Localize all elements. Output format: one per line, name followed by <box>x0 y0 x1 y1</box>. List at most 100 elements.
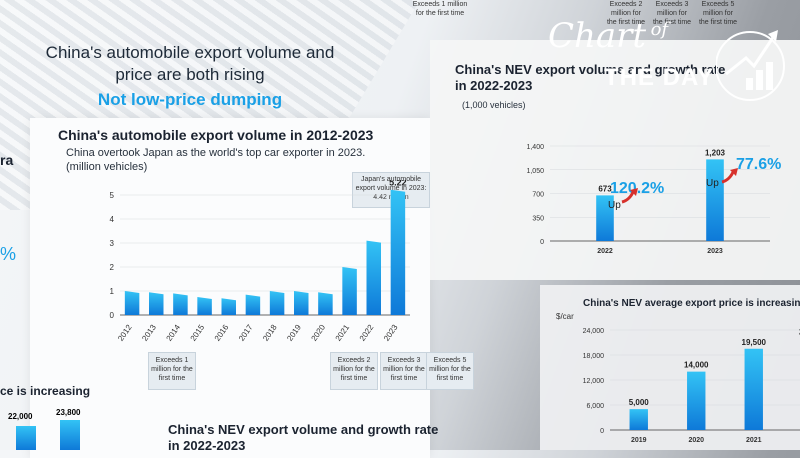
note-2m: Exceeds 2 million for the first time <box>330 352 378 390</box>
note-3m: Exceeds 3 million for the first time <box>380 352 428 390</box>
y-tick-label: 1,400 <box>526 144 544 151</box>
bottom-left-value-1: 22,000 <box>8 412 33 421</box>
up-arrow-icon <box>621 188 638 204</box>
x-tick-label: 2021 <box>746 437 762 444</box>
note-1m-text: Exceeds 1 million for the first time <box>151 357 193 382</box>
logo-word-the-day: THE DAY <box>604 64 715 91</box>
left-chart-unit: (million vehicles) <box>66 161 148 173</box>
bar <box>245 294 261 315</box>
right-mid-note-3: Exceeds 5 million for the first time <box>698 1 738 26</box>
x-tick-label: 2016 <box>213 323 231 343</box>
right-mid-note-1: Exceeds 2 million for the first time <box>606 1 646 26</box>
y-tick-label: 0 <box>600 428 604 435</box>
right-bottom-title: China's NEV average export price is incr… <box>583 298 800 309</box>
note-1m: Exceeds 1 million for the first time <box>148 352 196 390</box>
headline-line2: price are both rising <box>115 65 265 84</box>
x-tick-label: 2023 <box>382 323 400 343</box>
y-tick-label: 700 <box>532 192 544 199</box>
note-2m-text: Exceeds 2 million for the first time <box>333 357 375 382</box>
y-tick-label: 1,050 <box>526 168 544 175</box>
bar <box>221 298 236 315</box>
y-tick-label: 2 <box>110 263 115 272</box>
chart-of-the-day-logo: Chart of <box>548 16 668 56</box>
right-mid-note-2: Exceeds 3 million for the first time <box>652 1 692 26</box>
y-tick-label: 24,000 <box>583 328 605 335</box>
x-tick-label: 2022 <box>597 248 613 255</box>
y-tick-label: 0 <box>110 311 115 320</box>
note-5m: Exceeds 5 million for the first time <box>426 352 474 390</box>
x-tick-label: 2020 <box>688 437 704 444</box>
x-tick-label: 2021 <box>334 323 352 343</box>
logo-word-chart: Chart <box>548 16 647 56</box>
fragment-pct: % <box>0 244 17 264</box>
left-chart-subtitle: China overtook Japan as the world's top … <box>66 147 366 159</box>
nev-price-chart: 0 6,000 12,000 18,000 24,000 2019 5,000 2020 14,… <box>583 327 800 444</box>
bar <box>173 293 188 315</box>
bar <box>342 267 357 315</box>
x-tick-label: 2014 <box>164 323 182 343</box>
rising-arrow-bars-icon <box>716 30 785 101</box>
up-arrow-icon <box>721 168 738 184</box>
bar <box>706 159 724 241</box>
right-top-unit: (1,000 vehicles) <box>462 100 526 110</box>
x-tick-label: 2019 <box>285 323 303 343</box>
left-chart-title: China's automobile export volume in 2012… <box>58 127 374 143</box>
left-bar-chart: 0 1 2 3 4 5 2012 2013 2014 2015 2016 2017 2018 2019 20… <box>110 180 410 343</box>
y-tick-label: 18,000 <box>583 353 605 360</box>
data-label: 673 <box>598 184 612 193</box>
right-top-title-2: in 2022-2023 <box>455 78 533 93</box>
x-tick-label: 2013 <box>140 323 158 343</box>
bar <box>390 189 406 315</box>
right-top-note: Exceeds 1 million for the first time <box>412 1 468 17</box>
x-tick-label: 2019 <box>631 437 647 444</box>
y-tick-label: 0 <box>540 239 544 246</box>
data-label: 14,000 <box>684 361 709 370</box>
bar <box>596 195 614 241</box>
x-tick-label: 2023 <box>707 248 723 255</box>
bottom-left-bar-2 <box>60 420 80 450</box>
data-label: 1,203 <box>705 148 726 157</box>
logo-word-of: of <box>650 19 669 40</box>
bar <box>629 409 648 430</box>
y-tick-label: 12,000 <box>583 378 605 385</box>
right-top-panel <box>430 40 800 280</box>
up-label-2023: Up <box>706 178 719 189</box>
x-tick-label: 2018 <box>261 323 279 343</box>
note-3m-text: Exceeds 3 million for the first time <box>383 357 425 382</box>
right-bottom-unit: $/car <box>556 312 574 321</box>
bar <box>124 291 140 315</box>
up-label-2022: Up <box>608 200 621 211</box>
right-top-title-1: China's NEV export volume and growth rat… <box>455 62 726 77</box>
x-tick-label: 2020 <box>309 323 327 343</box>
y-tick-label: 3 <box>110 239 115 248</box>
bottom-left-title: ce is increasing <box>0 384 91 398</box>
fragment-ra: ra <box>0 152 14 168</box>
bottom-left-bar-1 <box>16 426 36 450</box>
bar <box>294 291 309 315</box>
bottom-left-value-2: 23,800 <box>56 408 81 417</box>
bottom-center-title-2: in 2022-2023 <box>168 438 246 453</box>
y-tick-label: 350 <box>532 215 544 222</box>
y-tick-label: 6,000 <box>586 403 604 410</box>
y-tick-label: 4 <box>110 215 115 224</box>
x-tick-label: 2022 <box>358 323 376 343</box>
y-tick-label: 5 <box>110 191 115 200</box>
x-tick-label: 2017 <box>237 323 255 343</box>
bar <box>744 348 763 430</box>
headline-highlight: Not low-price dumping <box>97 90 283 109</box>
note-5m-text: Exceeds 5 million for the first time <box>429 357 471 382</box>
bar <box>197 297 212 315</box>
bar <box>687 371 706 430</box>
bar <box>269 291 285 315</box>
growth-2023: 77.6% <box>736 156 782 173</box>
nev-volume-chart: 0 350 700 1,050 1,400 2022 673 2023 1,203 <box>526 144 770 255</box>
data-label: 5.22 <box>389 180 407 188</box>
data-label: 19,500 <box>742 338 767 347</box>
x-tick-label: 2015 <box>189 323 207 343</box>
data-label: 5,000 <box>629 398 650 407</box>
headline-line1: China's automobile export volume and <box>45 43 335 62</box>
bottom-center-title-1: China's NEV export volume and growth rat… <box>168 422 439 437</box>
bar <box>149 292 164 315</box>
y-tick-label: 1 <box>110 287 115 296</box>
bar <box>318 292 333 315</box>
